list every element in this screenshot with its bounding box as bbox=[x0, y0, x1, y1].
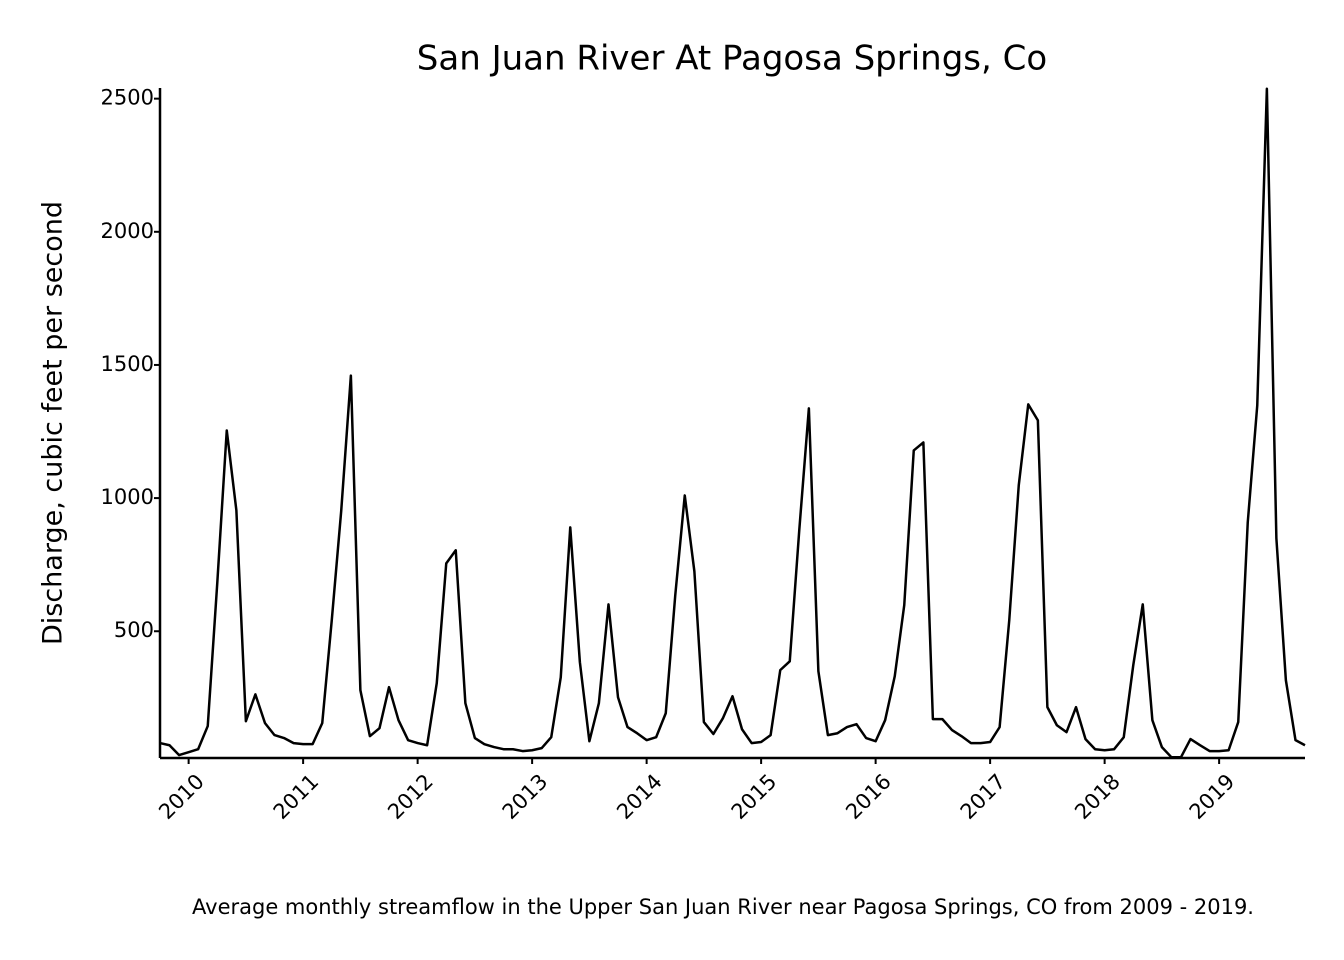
x-tick-label: 2015 bbox=[727, 769, 782, 824]
x-tick-label: 2019 bbox=[1185, 769, 1240, 824]
x-tick-label: 2012 bbox=[383, 769, 438, 824]
x-tick-label: 2016 bbox=[841, 769, 896, 824]
chart-title: San Juan River At Pagosa Springs, Co bbox=[417, 39, 1047, 79]
y-tick-label: 1500 bbox=[101, 352, 154, 376]
x-tick-label: 2018 bbox=[1070, 769, 1125, 824]
y-tick-label: 500 bbox=[114, 618, 154, 642]
x-tick-label: 2011 bbox=[269, 769, 324, 824]
x-tick-label: 2010 bbox=[154, 769, 209, 824]
caption: Average monthly streamflow in the Upper … bbox=[192, 895, 1254, 919]
y-tick-label: 2500 bbox=[101, 86, 154, 110]
y-tick-label: 2000 bbox=[101, 219, 154, 243]
x-tick-label: 2017 bbox=[956, 769, 1011, 824]
x-tick-label: 2013 bbox=[498, 769, 553, 824]
x-tick-label: 2014 bbox=[612, 769, 667, 824]
y-tick-label: 1000 bbox=[101, 485, 154, 509]
y-axis-label: Discharge, cubic feet per second bbox=[38, 201, 69, 645]
line-series bbox=[159, 87, 1306, 759]
